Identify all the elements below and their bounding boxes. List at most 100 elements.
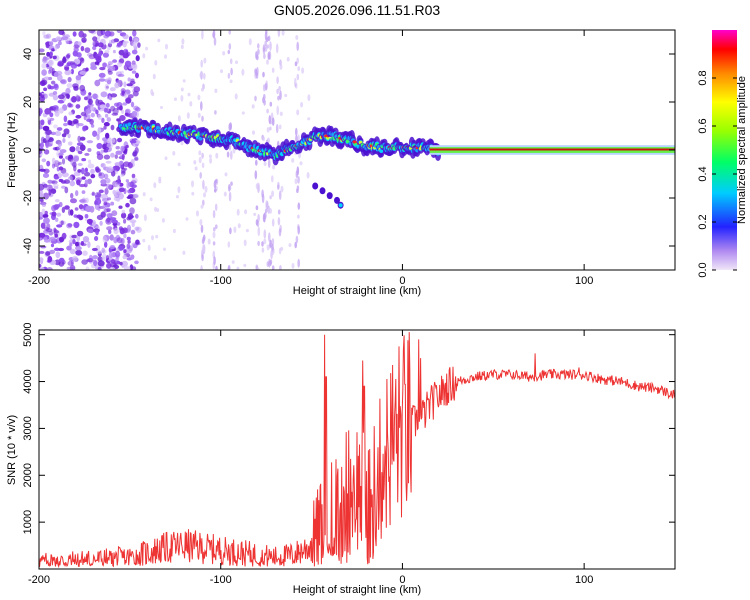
noise-blob [39, 142, 45, 149]
noise-blob [207, 238, 211, 245]
noise-blob [67, 102, 72, 108]
chart-title: GN05.2026.096.11.51.R03 [274, 2, 441, 18]
noise-blob [115, 150, 123, 155]
noise-blob [41, 208, 46, 215]
noise-blob [196, 210, 199, 217]
noise-blob [105, 255, 110, 261]
noise-blob [187, 92, 191, 97]
noise-blob [85, 205, 92, 212]
noise-blob [63, 115, 68, 123]
noise-blob [40, 136, 45, 144]
noise-blob [47, 84, 52, 90]
noise-streak [277, 217, 281, 226]
noise-blob [191, 191, 195, 196]
noise-blob [241, 111, 245, 115]
noise-blob [295, 35, 299, 40]
noise-streak [214, 110, 217, 115]
noise-blob [65, 93, 70, 99]
noise-streak [228, 184, 231, 192]
noise-blob [137, 42, 141, 48]
noise-blob [45, 251, 51, 256]
noise-streak [296, 41, 300, 51]
noise-blob [52, 183, 59, 188]
noise-blob [87, 148, 92, 152]
noise-streak [262, 44, 266, 52]
noise-blob [84, 179, 89, 185]
noise-blob [172, 228, 176, 234]
noise-blob [296, 109, 300, 116]
noise-streak [295, 170, 299, 179]
noise-blob [104, 50, 110, 54]
noise-blob [68, 209, 72, 216]
noise-blob [181, 38, 185, 45]
noise-blob [121, 260, 128, 268]
noise-blob [54, 199, 60, 203]
noise-blob [116, 30, 122, 34]
noise-blob [191, 180, 194, 188]
noise-blob [75, 104, 81, 109]
noise-blob [79, 84, 86, 92]
noise-blob [39, 192, 44, 198]
noise-blob [92, 255, 98, 260]
noise-blob [55, 159, 59, 164]
noise-streak [269, 120, 273, 125]
noise-streak [201, 30, 204, 40]
noise-streak [257, 48, 260, 56]
noise-blob [97, 114, 102, 120]
noise-blob [88, 30, 96, 34]
noise-blob [203, 192, 206, 198]
noise-blob [105, 166, 113, 173]
colorbar-tick-label: 0.4 [697, 166, 709, 181]
y-tick-label: 40 [22, 48, 34, 60]
noise-blob [57, 141, 63, 147]
noise-blob [118, 205, 123, 209]
noise-blob [118, 187, 125, 193]
noise-blob [109, 245, 116, 250]
noise-blob [58, 107, 64, 114]
noise-blob [126, 243, 131, 249]
noise-blob [79, 198, 87, 204]
noise-streak [266, 261, 270, 267]
noise-blob [58, 155, 64, 159]
noise-blob [130, 101, 135, 108]
noise-blob [92, 93, 98, 100]
noise-blob [82, 125, 87, 132]
noise-streak [255, 219, 259, 226]
noise-blob [79, 57, 85, 64]
noise-streak [230, 150, 233, 160]
noise-blob [39, 108, 43, 115]
noise-blob [90, 174, 96, 179]
noise-blob [87, 178, 92, 185]
noise-blob [46, 142, 51, 148]
noise-blob [68, 120, 73, 126]
noise-streak [276, 88, 279, 94]
noise-blob [214, 88, 218, 94]
noise-blob [66, 83, 73, 89]
noise-blob [61, 185, 66, 189]
noise-blob [124, 92, 128, 99]
noise-blob [107, 197, 111, 201]
noise-streak [266, 59, 269, 65]
noise-streak [200, 59, 203, 68]
noise-blob [84, 47, 91, 53]
noise-blob [125, 202, 130, 208]
noise-blob [142, 53, 146, 59]
noise-streak [294, 241, 298, 249]
noise-blob [122, 161, 130, 167]
noise-blob [151, 235, 154, 241]
noise-blob [58, 166, 64, 171]
noise-streak [262, 71, 265, 78]
noise-blob [76, 230, 84, 237]
noise-blob [180, 87, 184, 92]
noise-blob [96, 36, 101, 42]
noise-streak [268, 232, 271, 242]
snr-panel: -200 -100 0 100 1000 2000 3000 4000 5000 Height… [6, 322, 676, 596]
noise-streak [277, 95, 280, 101]
noise-blob [222, 51, 226, 56]
noise-blob [80, 243, 87, 247]
noise-blob [153, 182, 157, 189]
noise-blob [286, 57, 290, 62]
noise-blob [61, 31, 66, 36]
noise-blob [133, 86, 141, 93]
noise-blob [98, 189, 104, 194]
